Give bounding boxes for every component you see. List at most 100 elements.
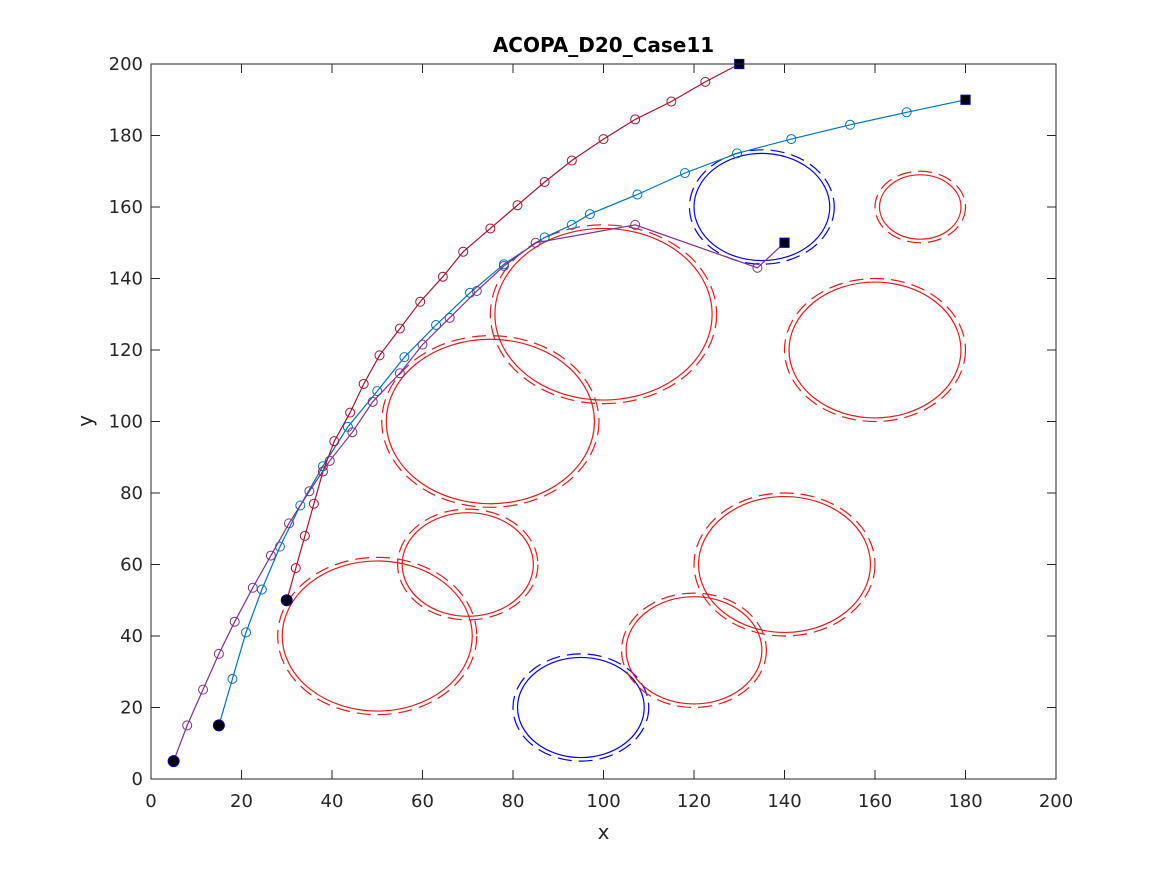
obstacle-10-boundary: [878, 174, 962, 240]
x-tick-label: 180: [948, 791, 982, 812]
path-series-3: [167, 219, 790, 768]
series-layer: [167, 58, 971, 768]
y-tick-label: 160: [109, 197, 143, 218]
obstacles-layer: [277, 149, 967, 762]
path-series-1-waypoint: [539, 232, 550, 243]
path-series-2-waypoint: [374, 350, 385, 361]
path-series-1-waypoint: [227, 673, 238, 684]
path-series-1-waypoint: [372, 386, 383, 397]
path-series-2-waypoint: [308, 498, 319, 509]
path-series-2-waypoint: [630, 114, 641, 125]
x-tick-label: 20: [230, 791, 253, 812]
path-series-2-waypoint: [358, 378, 369, 389]
obstacle-10-safety-margin: [874, 170, 967, 244]
y-tick-label: 0: [132, 769, 143, 790]
path-series-3-waypoint: [444, 312, 455, 323]
path-series-3-waypoint: [752, 262, 763, 273]
obstacle-7-safety-margin: [693, 492, 876, 637]
path-series-3-waypoint: [304, 486, 315, 497]
path-series-2-waypoint: [512, 200, 523, 211]
ticks-layer: 0 20 40 60 80 100 120 140 160 180 200 0 20 40 60 80 100 1…: [109, 54, 1074, 812]
y-tick-label: 20: [120, 698, 143, 719]
obstacle-8-safety-margin: [783, 277, 967, 423]
path-series-1-waypoint: [901, 107, 912, 118]
path-series-1-waypoint: [731, 148, 742, 159]
y-tick-label: 60: [120, 555, 143, 576]
path-series-1-waypoint: [399, 352, 410, 363]
y-tick-label: 200: [109, 54, 143, 75]
path-series-2-waypoint: [458, 246, 469, 257]
obstacle-9-boundary: [693, 152, 831, 262]
obstacle-2-safety-margin: [397, 508, 539, 621]
path-series-1-waypoint: [845, 119, 856, 130]
path-series-2-waypoint: [539, 176, 550, 187]
path-series-3-waypoint: [417, 339, 428, 350]
x-tick-label: 140: [767, 791, 801, 812]
path-series-2: [280, 58, 745, 607]
path-series-3-waypoint: [182, 720, 193, 731]
path-series-1-waypoint: [679, 168, 690, 179]
path-series-3-waypoint: [284, 518, 295, 529]
path-series-2-waypoint: [666, 96, 677, 107]
path-series-3-waypoint: [498, 260, 509, 271]
obstacle-1: [277, 556, 478, 716]
obstacle-3: [381, 335, 600, 508]
path-series-1-goal-marker: [960, 94, 971, 105]
obstacle-6-safety-margin: [620, 592, 767, 709]
path-series-2-waypoint: [329, 436, 340, 447]
obstacle-3-safety-margin: [381, 335, 600, 508]
path-series-1-line: [218, 99, 966, 726]
path-series-3-waypoint: [630, 219, 641, 230]
path-series-2-waypoint: [415, 296, 426, 307]
y-tick-label: 40: [120, 626, 143, 647]
plot-area: [151, 64, 1056, 779]
path-series-1-waypoint: [241, 627, 252, 638]
obstacle-2: [397, 508, 539, 621]
path-series-2-waypoint: [345, 407, 356, 418]
obstacle-5: [512, 653, 650, 762]
obstacle-7: [693, 492, 876, 637]
x-tick-label: 0: [145, 791, 156, 812]
obstacle-9-safety-margin: [688, 149, 835, 265]
path-series-3-waypoint: [367, 396, 378, 407]
path-series-2-waypoint: [299, 530, 310, 541]
obstacle-10: [874, 170, 967, 244]
obstacle-4-boundary: [494, 227, 713, 401]
x-tick-label: 40: [321, 791, 344, 812]
path-series-3-waypoint: [198, 684, 209, 695]
path-series-2-waypoint: [394, 323, 405, 334]
obstacle-8-boundary: [788, 281, 962, 419]
path-series-1-waypoint: [295, 500, 306, 511]
path-series-3-waypoint: [471, 286, 482, 297]
path-series-1-start-marker: [212, 719, 225, 732]
x-tick-label: 120: [677, 791, 711, 812]
y-axis-label: y: [73, 415, 97, 427]
path-series-2-waypoint: [290, 563, 301, 574]
y-tick-label: 140: [109, 269, 143, 290]
x-tick-label: 100: [586, 791, 620, 812]
path-series-2-waypoint: [437, 271, 448, 282]
obstacle-4-safety-margin: [489, 224, 718, 405]
obstacle-9: [688, 149, 835, 265]
x-tick-label: 160: [858, 791, 892, 812]
obstacle-3-boundary: [385, 338, 596, 505]
path-series-1-waypoint: [566, 219, 577, 230]
path-series-3-line: [173, 224, 785, 762]
path-series-3-waypoint: [530, 237, 541, 248]
path-series-3-waypoint: [265, 550, 276, 561]
path-series-2-waypoint: [566, 155, 577, 166]
path-series-3-waypoint: [394, 368, 405, 379]
path-series-3-waypoint: [213, 648, 224, 659]
path-series-2-waypoint: [317, 466, 328, 477]
path-series-2-waypoint: [598, 134, 609, 145]
y-tick-label: 120: [109, 340, 143, 361]
obstacle-1-safety-margin: [277, 556, 478, 716]
path-series-2-waypoint: [700, 76, 711, 87]
path-series-1-waypoint: [584, 209, 595, 220]
obstacle-6: [620, 592, 767, 709]
obstacle-5-boundary: [516, 656, 645, 759]
path-series-1-waypoint: [431, 319, 442, 330]
path-series-3-waypoint: [229, 616, 240, 627]
path-series-3-start-marker: [167, 755, 180, 768]
